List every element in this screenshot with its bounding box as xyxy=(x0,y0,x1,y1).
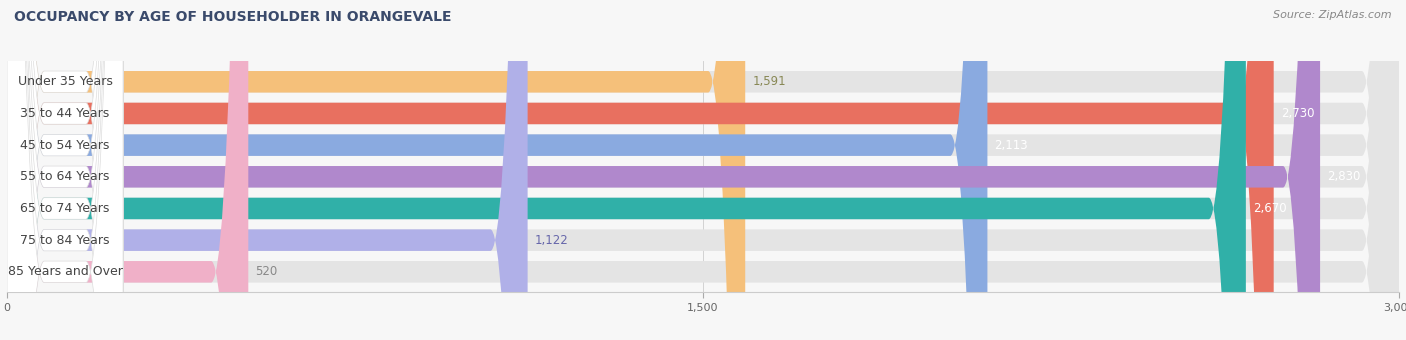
Text: Under 35 Years: Under 35 Years xyxy=(18,75,112,88)
Text: 65 to 74 Years: 65 to 74 Years xyxy=(20,202,110,215)
Text: OCCUPANCY BY AGE OF HOUSEHOLDER IN ORANGEVALE: OCCUPANCY BY AGE OF HOUSEHOLDER IN ORANG… xyxy=(14,10,451,24)
FancyBboxPatch shape xyxy=(7,0,124,340)
Text: 2,730: 2,730 xyxy=(1281,107,1315,120)
FancyBboxPatch shape xyxy=(7,0,124,340)
Text: 2,113: 2,113 xyxy=(994,139,1028,152)
FancyBboxPatch shape xyxy=(7,0,124,340)
FancyBboxPatch shape xyxy=(7,0,1246,340)
FancyBboxPatch shape xyxy=(7,0,1274,340)
FancyBboxPatch shape xyxy=(7,0,1399,340)
FancyBboxPatch shape xyxy=(7,0,124,340)
FancyBboxPatch shape xyxy=(7,0,527,340)
Text: 1,122: 1,122 xyxy=(534,234,568,246)
Text: Source: ZipAtlas.com: Source: ZipAtlas.com xyxy=(1274,10,1392,20)
FancyBboxPatch shape xyxy=(7,0,1320,340)
Text: 2,830: 2,830 xyxy=(1327,170,1361,183)
FancyBboxPatch shape xyxy=(7,0,987,340)
FancyBboxPatch shape xyxy=(7,0,124,340)
Text: 55 to 64 Years: 55 to 64 Years xyxy=(20,170,110,183)
FancyBboxPatch shape xyxy=(7,0,1399,340)
FancyBboxPatch shape xyxy=(7,0,745,340)
Text: 520: 520 xyxy=(256,265,277,278)
FancyBboxPatch shape xyxy=(7,0,124,340)
Text: 1,591: 1,591 xyxy=(752,75,786,88)
FancyBboxPatch shape xyxy=(7,0,1399,340)
FancyBboxPatch shape xyxy=(7,0,249,340)
FancyBboxPatch shape xyxy=(7,0,1399,340)
Text: 75 to 84 Years: 75 to 84 Years xyxy=(20,234,110,246)
FancyBboxPatch shape xyxy=(7,0,1399,340)
FancyBboxPatch shape xyxy=(7,0,124,340)
Text: 45 to 54 Years: 45 to 54 Years xyxy=(20,139,110,152)
Text: 85 Years and Over: 85 Years and Over xyxy=(7,265,122,278)
FancyBboxPatch shape xyxy=(7,0,1399,340)
Text: 2,670: 2,670 xyxy=(1253,202,1286,215)
Text: 35 to 44 Years: 35 to 44 Years xyxy=(21,107,110,120)
FancyBboxPatch shape xyxy=(7,0,1399,340)
